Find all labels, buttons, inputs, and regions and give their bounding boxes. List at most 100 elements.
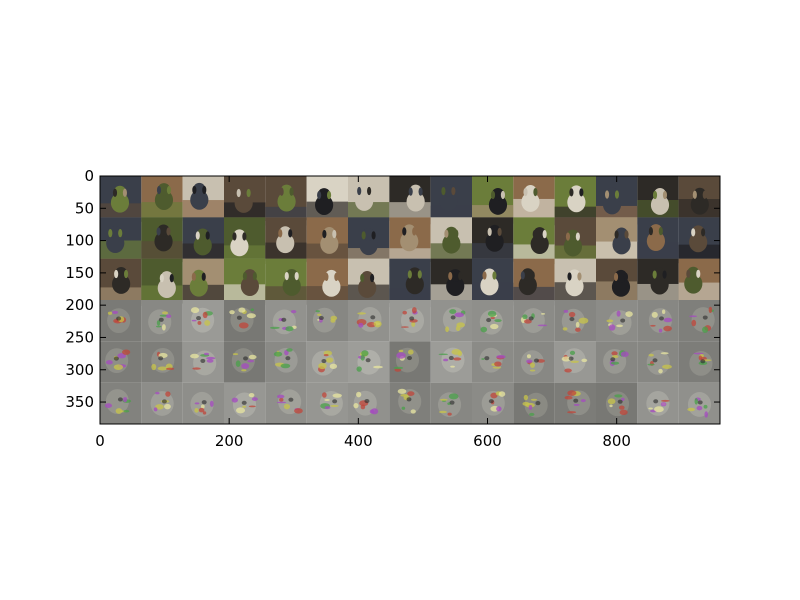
x-tick-label: 600 — [473, 432, 502, 450]
dog-photo-tile — [678, 176, 720, 218]
generated-sample-tile — [596, 382, 638, 424]
generated-sample-tile — [182, 341, 224, 383]
generated-sample-tile — [100, 382, 142, 424]
generated-sample-tile — [265, 382, 307, 424]
generated-sample-tile — [678, 382, 720, 424]
generated-sample-tile — [224, 382, 266, 424]
dog-photo-tile — [348, 258, 390, 304]
dog-photo-tile — [182, 217, 224, 263]
dog-photo-tile — [678, 217, 720, 264]
generated-sample-tile — [141, 341, 183, 383]
dog-photo-tile — [265, 258, 307, 305]
dog-photo-tile — [389, 217, 431, 267]
dog-photo-tile — [554, 176, 596, 226]
dog-photo-tile — [141, 176, 183, 221]
generated-sample-tile — [348, 341, 390, 383]
generated-sample-tile — [430, 300, 472, 342]
dog-photo-tile — [306, 258, 348, 305]
generated-sample-tile — [265, 341, 307, 383]
dog-photo-tile — [472, 217, 514, 262]
generated-sample-tile — [389, 300, 431, 342]
generated-sample-tile — [596, 341, 638, 383]
dog-photo-tile — [100, 217, 142, 260]
generated-sample-tile — [141, 382, 183, 424]
generated-sample-tile — [472, 382, 514, 424]
dog-photo-tile — [141, 217, 183, 260]
dog-photo-tile — [182, 258, 224, 304]
dog-photo-tile — [472, 258, 514, 302]
dog-photo-tile — [100, 258, 142, 307]
dog-photo-tile — [348, 176, 390, 221]
generated-sample-tile — [182, 382, 224, 424]
generated-sample-tile — [513, 341, 555, 383]
y-tick-label: 300 — [65, 361, 94, 379]
generated-sample-tile — [100, 300, 142, 342]
dog-photo-tile — [596, 176, 638, 225]
generated-sample-tile — [472, 300, 514, 342]
dog-photo-tile — [596, 217, 638, 261]
generated-sample-tile — [306, 300, 348, 342]
dog-photo-tile — [678, 258, 720, 302]
dog-photo-tile — [100, 176, 142, 222]
y-tick-label: 350 — [65, 393, 94, 411]
generated-sample-tile — [513, 300, 555, 342]
dog-photo-tile — [224, 258, 266, 303]
axes-frame — [99, 175, 721, 425]
x-tick-label: 400 — [344, 432, 373, 450]
dog-photo-tile — [637, 176, 679, 219]
y-tick-label: 250 — [65, 328, 94, 346]
dog-photo-tile — [554, 217, 596, 265]
generated-sample-tile — [265, 300, 307, 342]
dog-photo-tile — [637, 258, 679, 303]
generated-sample-tile — [430, 382, 472, 424]
dog-photo-tile — [389, 258, 431, 308]
generated-sample-tile — [182, 300, 224, 342]
dog-photo-tile — [513, 217, 555, 264]
dog-photo-tile — [472, 176, 514, 224]
dog-photo-tile — [389, 176, 431, 221]
generated-sample-tile — [637, 300, 679, 342]
generated-sample-tile — [678, 300, 720, 342]
dog-photo-tile — [224, 217, 266, 264]
generated-sample-tile — [224, 341, 266, 383]
dog-photo-tile — [430, 176, 472, 225]
generated-sample-tile — [637, 382, 679, 424]
x-axis: 0 200 400 600 800 — [95, 176, 631, 450]
generated-sample-tile — [306, 382, 348, 424]
dog-photo-tile — [224, 176, 266, 222]
dog-photo-tile — [430, 217, 472, 262]
x-tick-label: 800 — [602, 432, 631, 450]
dog-photo-tile — [141, 258, 183, 305]
y-axis: 0 50 100 150 200 250 300 350 — [65, 167, 720, 411]
generated-sample-tile — [100, 341, 142, 383]
dog-photo-tile — [265, 217, 307, 262]
x-tick-label: 0 — [95, 432, 105, 450]
generated-sample-tile — [554, 300, 596, 342]
generated-sample-tile — [596, 300, 638, 342]
dog-photo-tile — [513, 258, 555, 306]
generated-sample-tile — [306, 341, 348, 383]
dog-photo-tile — [637, 217, 679, 261]
generated-sample-tile — [472, 341, 514, 383]
y-tick-label: 150 — [65, 264, 94, 282]
dog-photo-tile — [554, 258, 596, 301]
generated-sample-tile — [637, 341, 679, 383]
y-tick-label: 50 — [75, 199, 94, 217]
generated-sample-tile — [348, 300, 390, 342]
y-tick-label: 200 — [65, 296, 94, 314]
x-tick-label: 200 — [215, 432, 244, 450]
dog-photo-tile — [306, 217, 348, 263]
generated-sample-tile — [430, 341, 472, 383]
dog-photo-tile — [596, 258, 638, 301]
y-tick-label: 100 — [65, 232, 94, 250]
generated-sample-tile — [224, 300, 266, 342]
generated-sample-tile — [554, 341, 596, 383]
generated-sample-tile — [348, 382, 390, 424]
dog-photo-tile — [430, 258, 472, 303]
dog-photo-tile — [513, 176, 555, 218]
generated-sample-tile — [141, 300, 183, 342]
generated-sample-tile — [389, 382, 431, 424]
generated-sample-tile — [513, 382, 555, 424]
generated-sample-tile — [389, 341, 431, 383]
